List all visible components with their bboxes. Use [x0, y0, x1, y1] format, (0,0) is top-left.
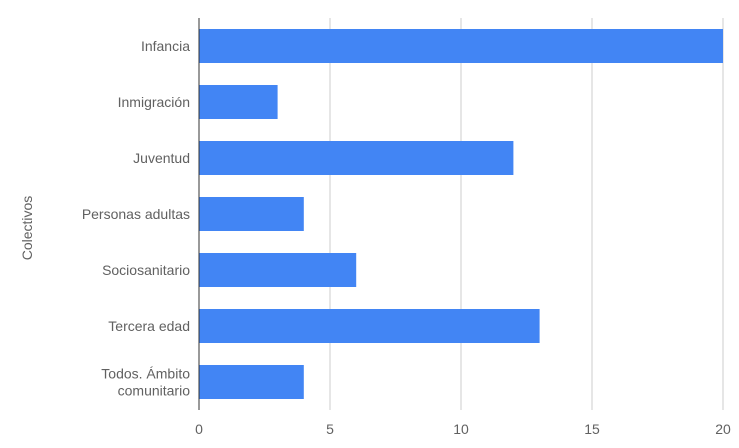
category-label: Inmigración	[118, 94, 190, 110]
bar-3	[199, 141, 514, 175]
category-label: Todos. Ámbito comunitario	[101, 366, 190, 399]
x-tick-label: 20	[715, 421, 731, 437]
bar-2	[199, 85, 278, 119]
category-label: Infancia	[141, 38, 190, 54]
x-axis-ticks: 0 5 10 15 20	[195, 421, 731, 437]
x-tick-label: 10	[453, 421, 469, 437]
bar-6	[199, 309, 540, 343]
bar-5	[199, 253, 357, 287]
bar-1	[199, 29, 723, 63]
x-tick-label: 0	[195, 421, 203, 437]
x-tick-label: 5	[326, 421, 334, 437]
bar-4	[199, 197, 304, 231]
bars	[199, 29, 723, 399]
gridlines	[329, 18, 724, 410]
category-labels: Infancia Inmigración Juventud Personas adul…	[82, 38, 190, 399]
category-label: Personas adultas	[82, 206, 190, 222]
y-axis-title: Colectivos	[19, 196, 35, 261]
category-label: Tercera edad	[108, 318, 190, 334]
category-label: Juventud	[133, 150, 190, 166]
x-tick-label: 15	[584, 421, 600, 437]
bar-7	[199, 365, 304, 399]
category-label: Sociosanitario	[102, 262, 190, 278]
